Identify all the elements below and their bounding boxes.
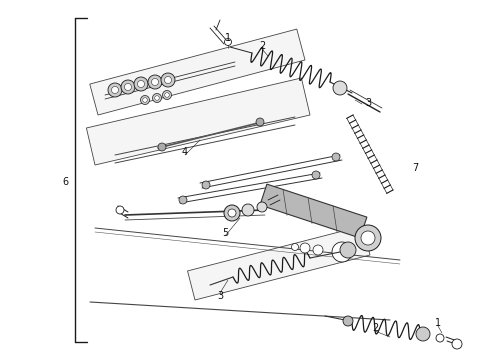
Text: 4: 4 <box>182 147 188 157</box>
Circle shape <box>256 118 264 126</box>
Circle shape <box>161 73 175 87</box>
Text: 5: 5 <box>222 228 228 238</box>
Circle shape <box>121 80 135 94</box>
Circle shape <box>152 94 162 103</box>
Circle shape <box>257 202 267 212</box>
Circle shape <box>355 225 381 251</box>
Circle shape <box>143 98 147 102</box>
Polygon shape <box>188 226 370 300</box>
Circle shape <box>158 143 166 151</box>
Text: 1: 1 <box>435 318 441 328</box>
Circle shape <box>312 171 320 179</box>
Circle shape <box>141 95 149 104</box>
Circle shape <box>112 86 119 94</box>
Text: 1: 1 <box>225 33 231 43</box>
Circle shape <box>361 231 375 245</box>
Circle shape <box>224 205 240 221</box>
Circle shape <box>452 339 462 349</box>
Circle shape <box>108 83 122 97</box>
Circle shape <box>163 90 172 99</box>
Circle shape <box>332 242 352 262</box>
Text: 7: 7 <box>412 163 418 173</box>
Circle shape <box>134 77 148 91</box>
Circle shape <box>313 245 323 255</box>
Circle shape <box>124 84 131 90</box>
Text: 2: 2 <box>372 323 378 333</box>
Circle shape <box>292 243 298 251</box>
Circle shape <box>165 77 172 84</box>
Circle shape <box>202 181 210 189</box>
Polygon shape <box>86 78 310 165</box>
Circle shape <box>155 96 159 100</box>
Circle shape <box>228 209 236 217</box>
Circle shape <box>138 81 145 87</box>
Text: 6: 6 <box>62 177 68 187</box>
Circle shape <box>416 327 430 341</box>
Circle shape <box>436 334 444 342</box>
Polygon shape <box>90 29 305 115</box>
Circle shape <box>148 75 162 89</box>
Circle shape <box>224 39 231 45</box>
Circle shape <box>151 78 158 86</box>
Circle shape <box>332 153 340 161</box>
Circle shape <box>242 204 254 216</box>
Circle shape <box>179 196 187 204</box>
Circle shape <box>165 93 169 97</box>
Text: 2: 2 <box>259 41 265 51</box>
Circle shape <box>116 206 124 214</box>
Circle shape <box>340 242 356 258</box>
Text: 3: 3 <box>217 291 223 301</box>
Text: 3: 3 <box>365 98 371 108</box>
Circle shape <box>333 81 347 95</box>
Circle shape <box>343 316 353 326</box>
Polygon shape <box>260 184 367 238</box>
Circle shape <box>300 243 310 253</box>
